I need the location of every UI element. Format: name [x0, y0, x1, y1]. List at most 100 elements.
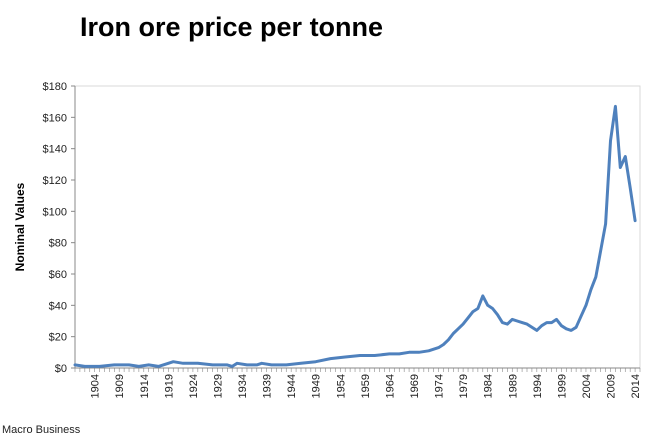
- data-point: [624, 155, 627, 158]
- y-tick-label: $60: [49, 269, 67, 281]
- data-point: [629, 187, 631, 189]
- x-tick-label: 1939: [262, 374, 274, 398]
- x-tick-label: 1954: [335, 374, 347, 398]
- data-point: [236, 362, 238, 365]
- data-point: [388, 353, 391, 355]
- data-point: [84, 365, 86, 368]
- data-point: [314, 360, 317, 363]
- data-point: [157, 365, 160, 368]
- data-point: [481, 295, 484, 297]
- data-point: [477, 307, 479, 310]
- x-tick-label: 1984: [483, 374, 495, 398]
- x-tick-label: 1964: [384, 374, 396, 398]
- x-tick-label: 1969: [409, 374, 421, 398]
- data-point: [467, 317, 469, 319]
- data-point: [167, 362, 170, 365]
- data-point: [452, 332, 455, 335]
- data-point: [329, 357, 332, 360]
- y-tick-label: $20: [49, 332, 67, 344]
- data-point: [619, 166, 622, 169]
- data-point: [536, 329, 538, 332]
- data-point: [585, 304, 587, 307]
- data-point: [172, 360, 175, 363]
- data-point: [580, 315, 582, 318]
- data-point: [98, 365, 101, 368]
- data-point: [545, 321, 548, 324]
- x-tick-label: 2009: [606, 374, 618, 398]
- data-point: [540, 324, 543, 327]
- data-point: [609, 140, 612, 142]
- x-tick-label: 1919: [163, 374, 175, 398]
- data-point: [565, 328, 568, 330]
- data-point: [226, 364, 229, 366]
- data-point: [197, 362, 199, 365]
- y-tick-label: $40: [49, 300, 67, 312]
- data-point: [231, 365, 234, 368]
- y-tick-label: $180: [43, 81, 67, 93]
- x-tick-label: 1989: [507, 374, 519, 398]
- data-point: [526, 323, 528, 325]
- x-tick-label: 2014: [630, 374, 642, 398]
- x-tick-label: 1904: [90, 374, 102, 398]
- data-point: [604, 223, 607, 225]
- data-point: [447, 339, 450, 341]
- data-point: [398, 353, 401, 355]
- data-point: [211, 364, 214, 366]
- data-point: [472, 310, 474, 313]
- x-tick-label: 1934: [237, 374, 249, 398]
- data-point: [128, 364, 130, 366]
- x-tick-label: 1944: [286, 374, 298, 398]
- source-label: Macro Business: [2, 424, 81, 436]
- data-point: [496, 313, 499, 316]
- data-point: [501, 321, 504, 324]
- data-point: [570, 329, 573, 332]
- data-point: [457, 328, 460, 330]
- data-point: [594, 276, 597, 278]
- data-point: [560, 324, 563, 327]
- data-point: [516, 320, 518, 322]
- x-tick-label: 2004: [581, 374, 593, 398]
- data-point: [255, 364, 258, 366]
- data-point: [590, 288, 592, 291]
- x-tick-label: 1959: [360, 374, 372, 398]
- y-tick-label: $140: [43, 144, 67, 156]
- data-point: [260, 362, 263, 365]
- data-point: [246, 364, 248, 366]
- x-tick-label: 1914: [139, 374, 151, 398]
- x-tick-label: 1949: [311, 374, 323, 398]
- data-point: [506, 323, 509, 325]
- data-point: [344, 356, 347, 358]
- data-point: [462, 323, 464, 325]
- data-point: [491, 307, 494, 310]
- data-point: [575, 326, 577, 329]
- plot-area: [74, 85, 641, 369]
- x-tick-label: 1929: [212, 374, 224, 398]
- y-tick-label: $80: [49, 238, 67, 250]
- y-tick-label: $0: [55, 363, 67, 375]
- data-point: [359, 354, 361, 357]
- data-point: [113, 364, 116, 366]
- data-point: [74, 364, 76, 366]
- y-tick-label: $100: [43, 206, 67, 218]
- data-point: [521, 321, 523, 324]
- x-tick-label: 1924: [188, 374, 200, 398]
- data-point: [599, 249, 602, 252]
- data-point: [437, 346, 440, 349]
- data-point: [373, 354, 376, 357]
- x-tick-label: 1909: [114, 374, 126, 398]
- data-point: [555, 318, 558, 321]
- data-point: [427, 349, 430, 352]
- data-point: [408, 351, 410, 354]
- chart-title: Iron ore price per tonne: [80, 12, 384, 42]
- data-point: [147, 364, 150, 366]
- y-tick-label: $120: [43, 175, 67, 187]
- data-point: [634, 219, 636, 222]
- x-tick-label: 1999: [556, 374, 568, 398]
- y-tick-label: $160: [43, 112, 67, 124]
- data-point: [138, 365, 140, 368]
- data-point: [486, 304, 489, 307]
- data-point: [550, 321, 553, 324]
- data-point: [442, 343, 445, 346]
- data-point: [270, 364, 273, 366]
